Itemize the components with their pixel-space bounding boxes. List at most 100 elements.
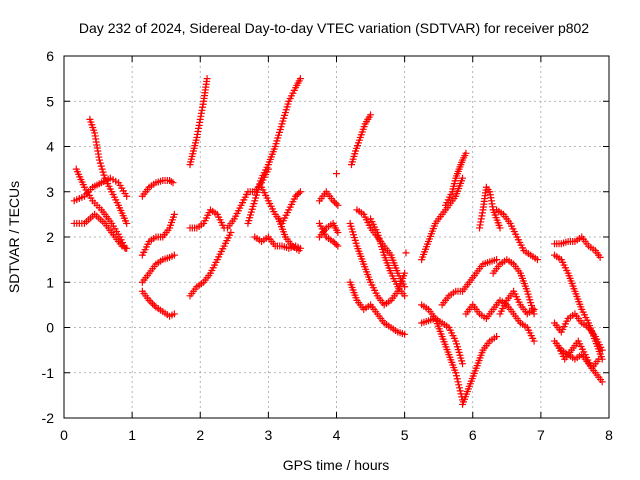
data-point bbox=[333, 170, 340, 178]
series-track-03 bbox=[72, 165, 129, 252]
data-point bbox=[496, 224, 504, 232]
data-point bbox=[462, 149, 470, 157]
series-track-24 bbox=[346, 278, 409, 338]
data-point bbox=[401, 269, 409, 277]
x-tick-label: 1 bbox=[128, 427, 136, 443]
data-point bbox=[533, 256, 541, 264]
data-point bbox=[227, 228, 235, 236]
y-axis-label: SDTVAR / TECUs bbox=[6, 181, 22, 293]
data-point bbox=[331, 198, 339, 206]
series-track-09 bbox=[186, 75, 211, 169]
data-point bbox=[401, 283, 409, 291]
data-point bbox=[121, 244, 129, 252]
series-track-27 bbox=[418, 174, 467, 264]
data-point bbox=[598, 346, 606, 354]
data-point bbox=[145, 296, 153, 304]
data-point bbox=[167, 178, 175, 186]
data-point bbox=[493, 333, 501, 341]
series-track-21 bbox=[347, 111, 375, 169]
y-tick-label: 0 bbox=[46, 320, 54, 336]
series-track-08 bbox=[138, 287, 178, 320]
series-track-39 bbox=[551, 251, 606, 363]
series-track-20 bbox=[333, 170, 340, 178]
series-track-04 bbox=[86, 115, 131, 227]
data-point bbox=[334, 201, 342, 209]
data-point bbox=[596, 253, 604, 261]
data-points bbox=[70, 75, 606, 408]
chart-title: Day 232 of 2024, Sidereal Day-to-day VTE… bbox=[79, 20, 589, 36]
series-track-10 bbox=[186, 206, 228, 232]
series-track-07 bbox=[138, 251, 178, 286]
series-track-30 bbox=[418, 314, 467, 368]
series-track-19 bbox=[315, 219, 342, 250]
data-point bbox=[296, 188, 304, 196]
series-track-28 bbox=[442, 149, 470, 209]
data-point bbox=[402, 249, 410, 257]
data-point bbox=[530, 337, 538, 345]
series-track-23 bbox=[346, 219, 409, 309]
data-point bbox=[170, 310, 178, 318]
data-point bbox=[147, 298, 155, 306]
series-track-18 bbox=[315, 219, 342, 241]
data-point bbox=[149, 300, 157, 308]
data-point bbox=[598, 378, 606, 386]
series-track-13 bbox=[244, 75, 304, 227]
data-point bbox=[367, 111, 375, 119]
y-tick-label: 1 bbox=[46, 274, 54, 290]
y-tick-label: -2 bbox=[42, 410, 55, 426]
series-track-16 bbox=[275, 215, 303, 255]
series-track-25 bbox=[367, 215, 409, 300]
data-point bbox=[455, 381, 463, 389]
y-tick-label: 6 bbox=[46, 48, 54, 64]
y-tick-label: 5 bbox=[46, 93, 54, 109]
data-point bbox=[401, 330, 409, 338]
x-tick-label: 4 bbox=[333, 427, 341, 443]
series-track-11 bbox=[186, 228, 235, 300]
data-point bbox=[203, 75, 211, 83]
series-track-37 bbox=[496, 287, 538, 318]
series-track-34 bbox=[462, 296, 538, 345]
data-point bbox=[493, 256, 501, 264]
data-point bbox=[100, 171, 108, 179]
data-point bbox=[452, 372, 460, 380]
data-point bbox=[296, 75, 304, 83]
data-point bbox=[169, 179, 177, 187]
data-point bbox=[295, 189, 303, 197]
x-tick-label: 6 bbox=[469, 427, 477, 443]
data-point bbox=[459, 360, 467, 368]
data-point bbox=[98, 165, 106, 173]
data-point bbox=[332, 241, 340, 249]
data-point bbox=[99, 168, 107, 176]
series-track-01 bbox=[70, 210, 131, 252]
x-tick-label: 0 bbox=[60, 427, 68, 443]
x-axis-label: GPS time / hours bbox=[283, 457, 390, 473]
series-track-31 bbox=[438, 256, 501, 309]
data-point bbox=[332, 200, 340, 208]
series-track-26 bbox=[402, 249, 410, 257]
data-point bbox=[334, 228, 342, 236]
data-point bbox=[293, 191, 301, 199]
data-point bbox=[459, 174, 467, 182]
data-point bbox=[123, 192, 131, 200]
x-tick-label: 7 bbox=[537, 427, 545, 443]
data-point bbox=[95, 156, 103, 164]
x-tick-label: 8 bbox=[605, 427, 613, 443]
data-point bbox=[456, 387, 464, 395]
x-tick-label: 2 bbox=[196, 427, 204, 443]
data-point bbox=[97, 162, 105, 170]
data-point bbox=[170, 251, 178, 259]
series-track-35 bbox=[493, 206, 541, 264]
data-point bbox=[401, 292, 409, 300]
series-track-17 bbox=[315, 188, 342, 209]
data-point bbox=[454, 378, 462, 386]
data-point bbox=[96, 159, 104, 167]
data-point bbox=[595, 355, 603, 363]
data-point bbox=[334, 242, 342, 250]
x-tick-label: 5 bbox=[401, 427, 409, 443]
series-track-06 bbox=[138, 210, 178, 259]
data-point bbox=[452, 369, 460, 377]
data-point bbox=[150, 301, 158, 309]
data-point bbox=[329, 197, 337, 205]
data-point bbox=[292, 192, 300, 200]
